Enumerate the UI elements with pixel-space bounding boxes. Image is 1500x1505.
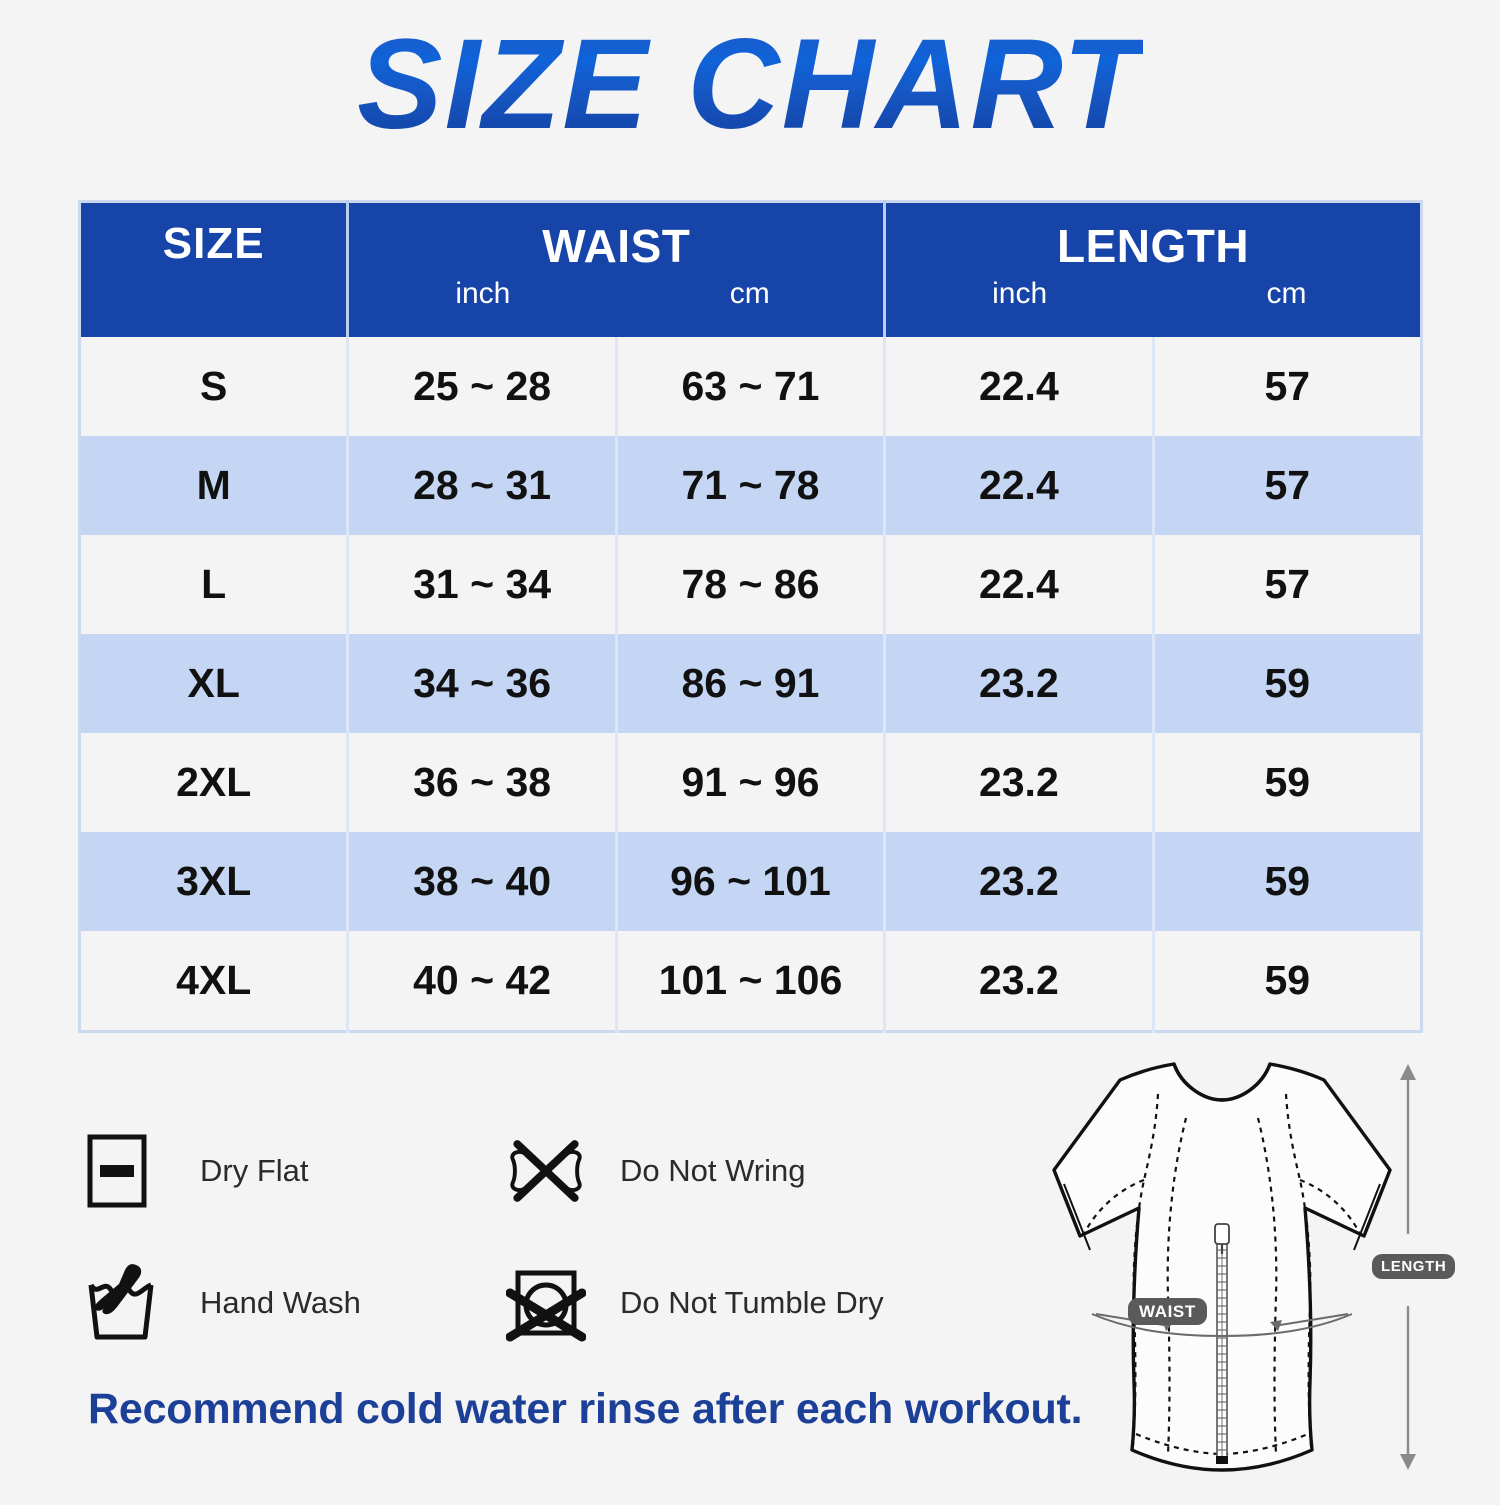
care-item-do-not-wring: Do Not Wring bbox=[506, 1128, 926, 1214]
care-label-do-not-wring: Do Not Wring bbox=[620, 1153, 806, 1188]
size-chart-table: SIZE WAIST inch cm LENGTH inch cm bbox=[78, 200, 1423, 1033]
table-row: 2XL 36 ~ 38 91 ~ 96 23.2 59 bbox=[79, 733, 1422, 832]
table-body: S 25 ~ 28 63 ~ 71 22.4 57 M 28 ~ 31 71 ~… bbox=[79, 337, 1422, 1032]
cell-length-cm: 59 bbox=[1151, 931, 1422, 1032]
table-row: 3XL 38 ~ 40 96 ~ 101 23.2 59 bbox=[79, 832, 1422, 931]
header-length-unit-inch: inch bbox=[992, 277, 1048, 310]
garment-diagram: WAIST LENGTH bbox=[960, 1058, 1460, 1500]
cell-waist-cm: 96 ~ 101 bbox=[614, 832, 887, 931]
cell-waist-cm: 101 ~ 106 bbox=[614, 931, 887, 1032]
cell-waist-cm: 63 ~ 71 bbox=[614, 337, 887, 436]
cell-size: 3XL bbox=[79, 832, 350, 931]
cell-size: S bbox=[79, 337, 350, 436]
cell-size: M bbox=[79, 436, 350, 535]
cell-length-inch: 22.4 bbox=[883, 436, 1155, 535]
cell-size: 2XL bbox=[79, 733, 350, 832]
care-label-hand-wash: Hand Wash bbox=[200, 1285, 361, 1320]
waist-arrow-right-head bbox=[1270, 1320, 1282, 1331]
cell-length-cm: 57 bbox=[1151, 337, 1422, 436]
cell-length-inch: 23.2 bbox=[883, 931, 1155, 1032]
cell-length-inch: 23.2 bbox=[883, 733, 1155, 832]
header-waist-group: WAIST inch cm bbox=[346, 201, 887, 337]
cell-waist-cm: 86 ~ 91 bbox=[614, 634, 887, 733]
do-not-tumble-dry-icon bbox=[506, 1260, 586, 1346]
care-row-2: Hand Wash Do Not Tumble Dry bbox=[86, 1237, 966, 1369]
care-item-do-not-tumble-dry: Do Not Tumble Dry bbox=[506, 1260, 926, 1346]
header-waist-unit-inch: inch bbox=[455, 277, 511, 310]
header-size: SIZE bbox=[79, 201, 350, 337]
table-row: XL 34 ~ 36 86 ~ 91 23.2 59 bbox=[79, 634, 1422, 733]
zipper-icon bbox=[1214, 1223, 1230, 1464]
length-arrow-up-head bbox=[1400, 1064, 1416, 1080]
hand-wash-icon bbox=[86, 1260, 166, 1346]
cell-waist-cm: 71 ~ 78 bbox=[614, 436, 887, 535]
cell-size: 4XL bbox=[79, 931, 350, 1032]
page-title: SIZE CHART bbox=[357, 13, 1143, 156]
length-arrow-down-head bbox=[1400, 1454, 1416, 1470]
header-length-label: LENGTH bbox=[1057, 220, 1250, 272]
table-row: 4XL 40 ~ 42 101 ~ 106 23.2 59 bbox=[79, 931, 1422, 1032]
care-item-hand-wash: Hand Wash bbox=[86, 1260, 506, 1346]
header-length-units: inch cm bbox=[886, 277, 1420, 311]
care-label-do-not-tumble-dry: Do Not Tumble Dry bbox=[620, 1285, 884, 1320]
cell-waist-inch: 40 ~ 42 bbox=[346, 931, 618, 1032]
cell-waist-inch: 38 ~ 40 bbox=[346, 832, 618, 931]
do-not-wring-icon bbox=[506, 1128, 586, 1214]
table-row: L 31 ~ 34 78 ~ 86 22.4 57 bbox=[79, 535, 1422, 634]
header-size-label: SIZE bbox=[162, 219, 265, 268]
recommendation-note: Recommend cold water rinse after each wo… bbox=[88, 1385, 1083, 1433]
waist-badge: WAIST bbox=[1128, 1298, 1207, 1325]
cell-waist-inch: 31 ~ 34 bbox=[346, 535, 618, 634]
cell-length-cm: 59 bbox=[1151, 832, 1422, 931]
page-title-container: SIZE CHART bbox=[0, 13, 1500, 156]
header-waist-label: WAIST bbox=[542, 220, 691, 272]
header-length-unit-cm: cm bbox=[1266, 277, 1307, 310]
cell-waist-cm: 78 ~ 86 bbox=[614, 535, 887, 634]
table-row: S 25 ~ 28 63 ~ 71 22.4 57 bbox=[79, 337, 1422, 436]
table-header: SIZE WAIST inch cm LENGTH inch cm bbox=[79, 201, 1422, 337]
cell-size: L bbox=[79, 535, 350, 634]
cell-waist-cm: 91 ~ 96 bbox=[614, 733, 887, 832]
header-waist-unit-cm: cm bbox=[729, 277, 770, 310]
cell-waist-inch: 25 ~ 28 bbox=[346, 337, 618, 436]
care-label-dry-flat: Dry Flat bbox=[200, 1153, 309, 1188]
cell-length-inch: 22.4 bbox=[883, 535, 1155, 634]
table-row: M 28 ~ 31 71 ~ 78 22.4 57 bbox=[79, 436, 1422, 535]
cell-waist-inch: 28 ~ 31 bbox=[346, 436, 618, 535]
garment-illustration bbox=[1052, 1062, 1416, 1472]
dry-flat-icon bbox=[86, 1128, 166, 1214]
care-item-dry-flat: Dry Flat bbox=[86, 1128, 506, 1214]
cell-length-cm: 57 bbox=[1151, 436, 1422, 535]
header-waist-units: inch cm bbox=[349, 277, 883, 311]
cell-length-inch: 23.2 bbox=[883, 832, 1155, 931]
cell-length-cm: 57 bbox=[1151, 535, 1422, 634]
care-instructions: Dry Flat Do Not Wring bbox=[86, 1105, 966, 1369]
care-row-1: Dry Flat Do Not Wring bbox=[86, 1105, 966, 1237]
table-header-row: SIZE WAIST inch cm LENGTH inch cm bbox=[79, 201, 1422, 337]
cell-length-inch: 22.4 bbox=[883, 337, 1155, 436]
cell-size: XL bbox=[79, 634, 350, 733]
cell-length-cm: 59 bbox=[1151, 733, 1422, 832]
cell-length-cm: 59 bbox=[1151, 634, 1422, 733]
cell-waist-inch: 36 ~ 38 bbox=[346, 733, 618, 832]
length-badge: LENGTH bbox=[1372, 1254, 1456, 1279]
cell-waist-inch: 34 ~ 36 bbox=[346, 634, 618, 733]
cell-length-inch: 23.2 bbox=[883, 634, 1155, 733]
header-length-group: LENGTH inch cm bbox=[883, 201, 1422, 337]
